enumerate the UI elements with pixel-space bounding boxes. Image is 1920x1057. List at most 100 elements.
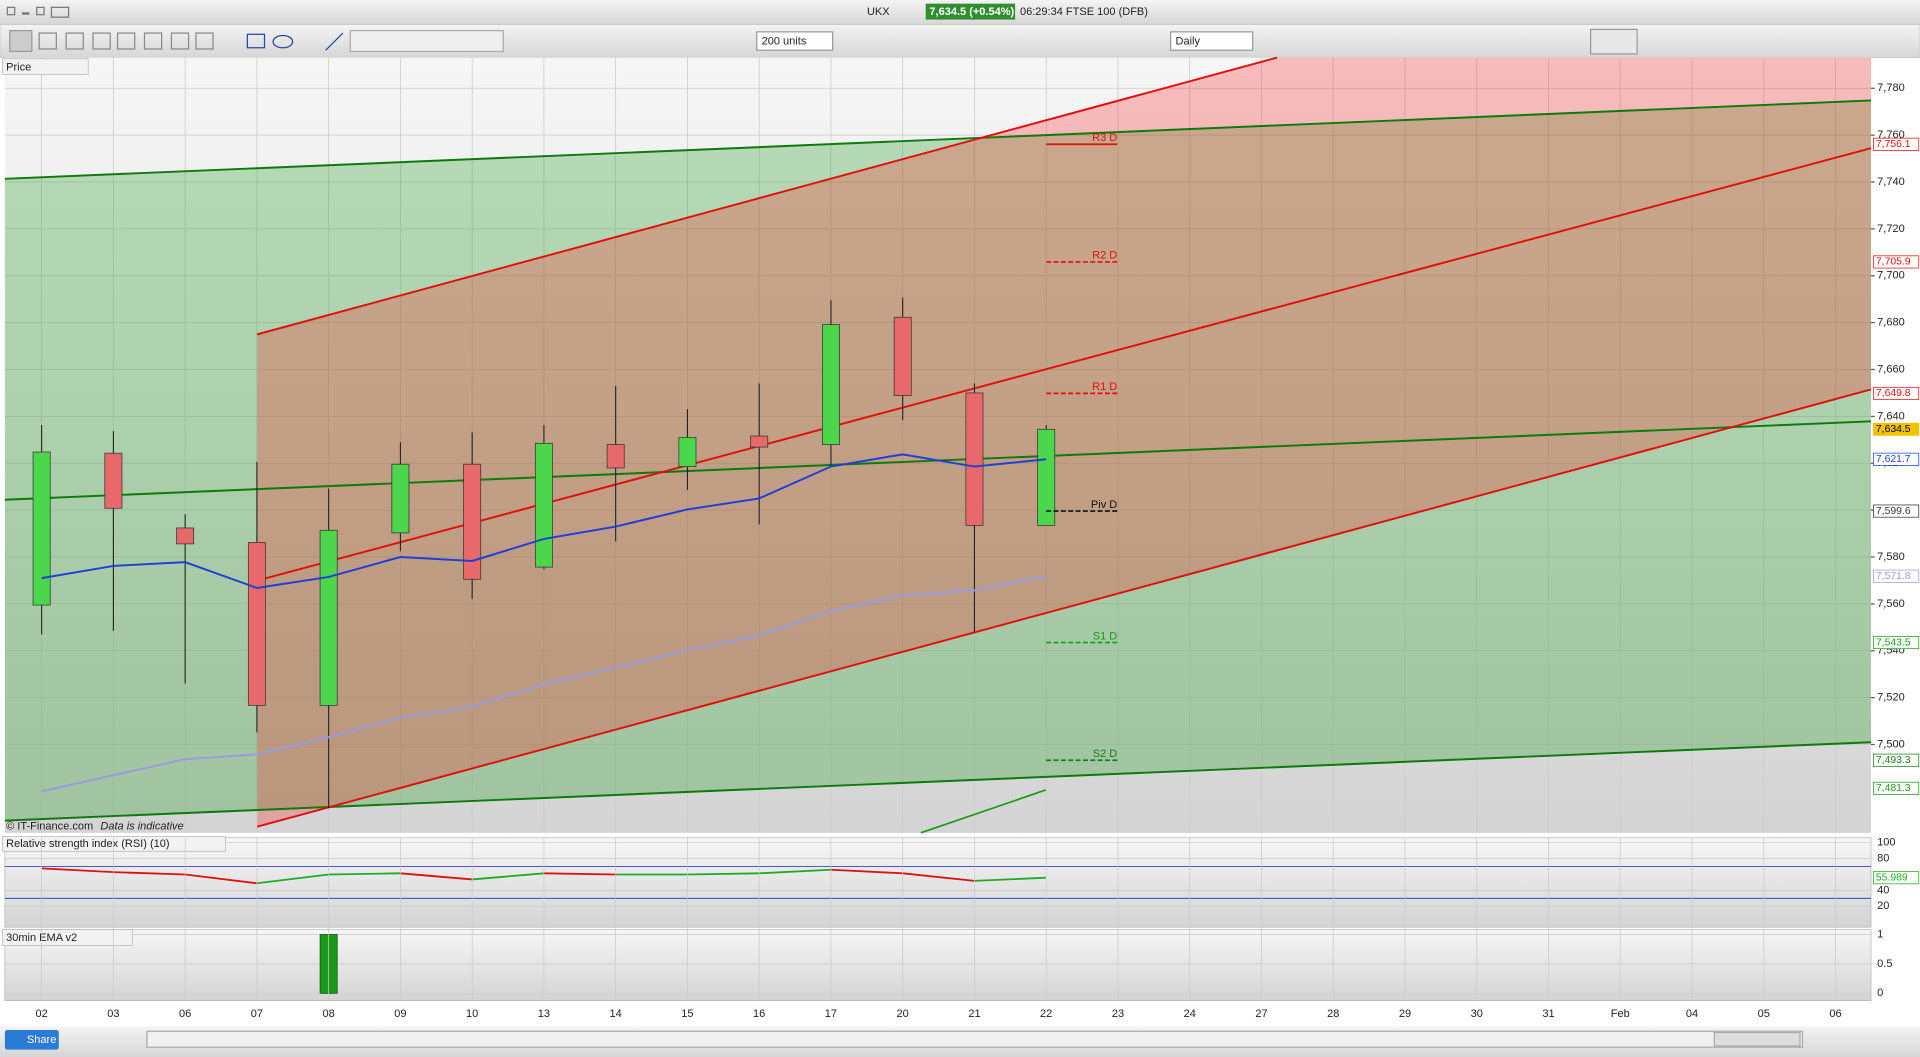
candle-body — [821, 324, 840, 445]
price-plot: R3 D R2 D R1 D Piv D S1 D S2 D — [32, 132, 1117, 809]
tool-pointer[interactable] — [9, 30, 33, 53]
x-tick-label: 24 — [1184, 1008, 1196, 1020]
rsi-segment — [759, 868, 831, 875]
scrollbar[interactable] — [146, 1030, 1804, 1048]
share-button[interactable] — [4, 1030, 59, 1050]
tool-a[interactable] — [65, 32, 84, 50]
price-tag-label: 7,705.9 — [1876, 257, 1911, 268]
share-label: Share — [27, 1034, 56, 1046]
price-grid — [4, 57, 1872, 833]
rsi-plot — [4, 842, 1872, 907]
candle-body — [104, 452, 123, 509]
interval-select[interactable] — [1170, 31, 1254, 51]
x-tick-label: 27 — [1255, 1008, 1267, 1020]
x-tick-label: Feb — [1611, 1008, 1630, 1020]
disclaimer: Data is indicative — [100, 821, 183, 833]
x-tick-label: 06 — [179, 1008, 191, 1020]
price-tag — [1873, 422, 1920, 436]
moving-average — [41, 575, 1047, 793]
tool-line[interactable] — [325, 32, 344, 51]
candle-body — [1037, 428, 1056, 526]
panel-header — [2, 836, 226, 852]
candle-body — [965, 392, 984, 526]
price-tag-label: 7,481.3 — [1876, 783, 1911, 794]
rsi-segment — [185, 873, 258, 885]
units-select[interactable] — [756, 31, 834, 51]
price-tag — [1873, 636, 1920, 650]
extra-indicator — [920, 789, 1046, 834]
y-tick-label: 40 — [1877, 884, 1889, 896]
rsi-segment — [113, 871, 186, 876]
x-tick-label: 02 — [36, 1008, 48, 1020]
tool-c[interactable] — [143, 32, 163, 50]
price-tag — [1873, 386, 1920, 400]
price-tag-label: 7,634.5 — [1876, 424, 1911, 435]
price-tag — [1873, 255, 1920, 269]
candle-body — [606, 444, 625, 469]
candle-body — [176, 527, 195, 545]
scroll-thumb[interactable] — [1713, 1031, 1801, 1047]
price-tag-label: 7,493.3 — [1876, 755, 1911, 766]
x-tick-label: 28 — [1327, 1008, 1339, 1020]
x-tick-label: 15 — [681, 1008, 693, 1020]
pivot-label: Piv D — [1091, 499, 1117, 511]
rsi-segment — [830, 868, 903, 875]
drawing-tools[interactable] — [9, 30, 504, 53]
rsi-panel — [4, 837, 1872, 928]
candle-body — [463, 463, 482, 580]
price-tag-label: 7,756.1 — [1876, 139, 1911, 150]
color-palette[interactable] — [349, 30, 504, 53]
tool-delete[interactable] — [195, 32, 214, 50]
price-tag-label: 7,621.7 — [1876, 454, 1911, 465]
rsi-segment — [400, 872, 473, 881]
price-panel — [4, 57, 1872, 833]
x-tick-label: 14 — [610, 1008, 622, 1020]
rsi-segment — [328, 872, 401, 876]
y-tick-label: 80 — [1877, 853, 1889, 865]
red-channel — [257, 57, 1872, 827]
y-tick-label: 7,680 — [1877, 317, 1905, 329]
tool-text[interactable] — [116, 32, 136, 50]
x-tick-label: 03 — [107, 1008, 119, 1020]
y-tick-label: 7,520 — [1877, 692, 1905, 704]
x-tick-label: 06 — [1829, 1008, 1841, 1020]
price-change: 7,634.5 (+0.54%) — [929, 6, 1014, 18]
value-tag — [1873, 871, 1920, 885]
y-tick-label: 7,560 — [1877, 598, 1905, 610]
price-tag — [1873, 569, 1920, 583]
y-tick-label: 7,660 — [1877, 363, 1905, 375]
y-tick-label: 20 — [1877, 900, 1889, 912]
tool-ellipse[interactable] — [272, 34, 294, 49]
rsi-segment — [974, 876, 1047, 882]
tool-b[interactable] — [92, 32, 111, 50]
x-tick-label: 16 — [753, 1008, 765, 1020]
x-tick-label: 10 — [466, 1008, 478, 1020]
price-tag — [1873, 781, 1920, 795]
x-tick-label: 21 — [968, 1008, 980, 1020]
x-tick-label: 08 — [323, 1008, 335, 1020]
rsi-segment — [41, 867, 114, 874]
price-tag — [1873, 504, 1920, 518]
units-value: 200 units — [762, 36, 807, 48]
y-tick-label: 1 — [1877, 928, 1883, 940]
y-tick-label: 7,720 — [1877, 223, 1905, 235]
tool-d[interactable] — [170, 32, 190, 50]
panel-title: Relative strength index (RSI) (10) — [6, 838, 169, 850]
rsi-segment — [256, 873, 329, 885]
candle-body — [534, 442, 553, 568]
tool-rect[interactable] — [246, 33, 266, 49]
x-tick-label: 22 — [1040, 1008, 1052, 1020]
chart-type-button[interactable] — [1590, 28, 1638, 55]
candle-body — [319, 529, 338, 706]
panel-header — [2, 929, 133, 946]
price-tag — [1873, 137, 1920, 151]
tool-zoom[interactable] — [38, 32, 57, 50]
copyright: © IT-Finance.com — [6, 821, 93, 833]
price-tag-label: 7,599.6 — [1876, 506, 1911, 517]
price-tag-label: 7,543.5 — [1876, 637, 1911, 648]
pivot-label: R2 D — [1092, 250, 1117, 262]
x-tick-label: 05 — [1758, 1008, 1770, 1020]
y-tick-label: 0 — [1877, 987, 1883, 999]
